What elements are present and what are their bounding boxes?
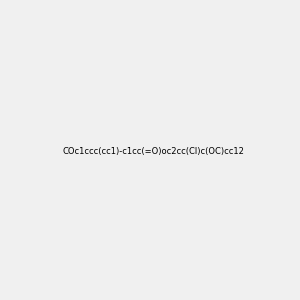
Text: COc1ccc(cc1)-c1cc(=O)oc2cc(Cl)c(OC)cc12: COc1ccc(cc1)-c1cc(=O)oc2cc(Cl)c(OC)cc12 [63, 147, 245, 156]
